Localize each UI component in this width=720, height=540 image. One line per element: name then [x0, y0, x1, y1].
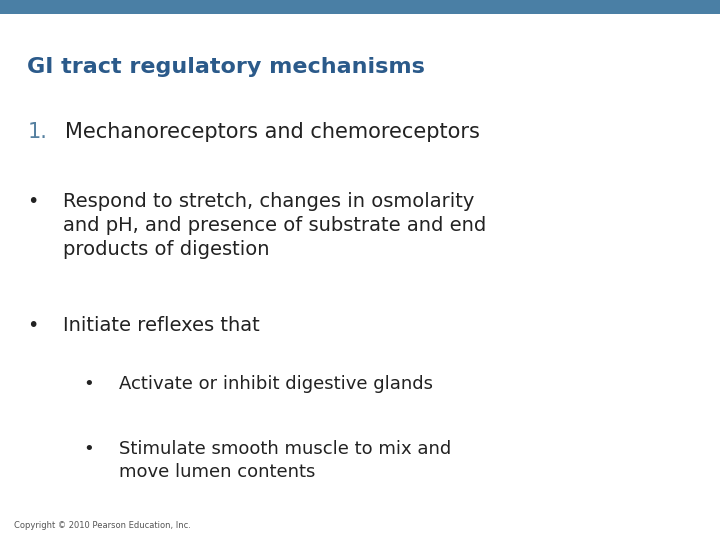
- Text: Respond to stretch, changes in osmolarity
and pH, and presence of substrate and : Respond to stretch, changes in osmolarit…: [63, 192, 487, 259]
- Text: Mechanoreceptors and chemoreceptors: Mechanoreceptors and chemoreceptors: [65, 122, 480, 141]
- Text: •: •: [83, 440, 94, 458]
- Text: Initiate reflexes that: Initiate reflexes that: [63, 316, 260, 335]
- Bar: [0, 0, 720, 14]
- Text: •: •: [27, 316, 39, 335]
- Text: •: •: [83, 375, 94, 393]
- Text: 1.: 1.: [27, 122, 48, 141]
- Text: Copyright © 2010 Pearson Education, Inc.: Copyright © 2010 Pearson Education, Inc.: [14, 521, 192, 530]
- Text: GI tract regulatory mechanisms: GI tract regulatory mechanisms: [27, 57, 426, 77]
- Text: •: •: [27, 192, 39, 211]
- Text: Activate or inhibit digestive glands: Activate or inhibit digestive glands: [119, 375, 433, 393]
- Text: Stimulate smooth muscle to mix and
move lumen contents: Stimulate smooth muscle to mix and move …: [119, 440, 451, 481]
